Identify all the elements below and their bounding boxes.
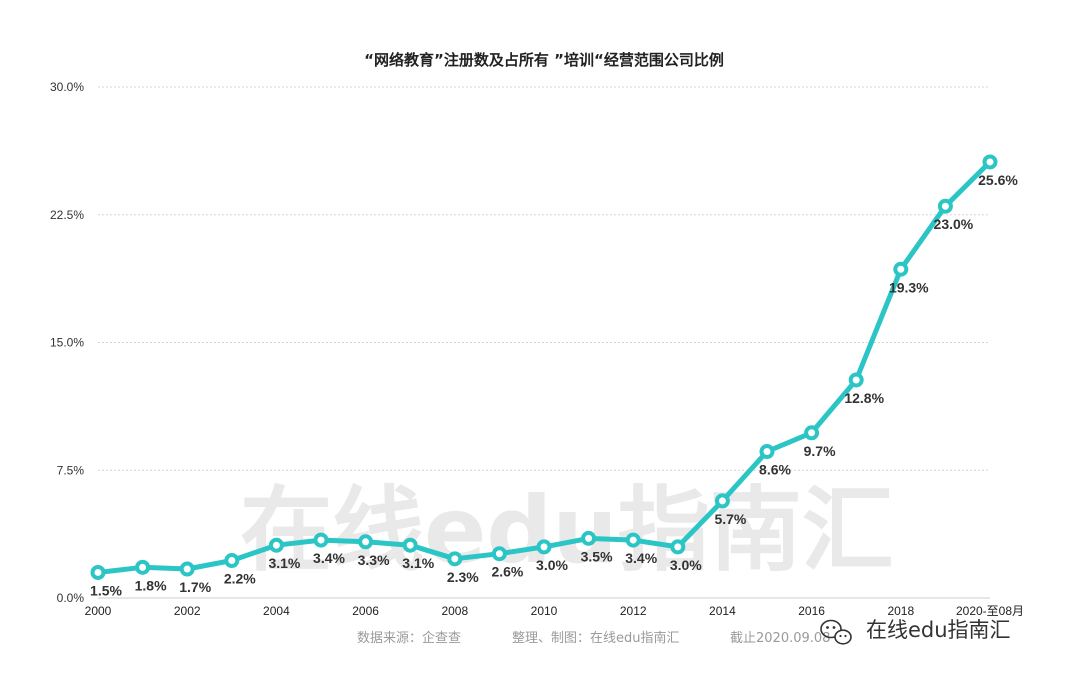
data-label: 12.8% <box>844 390 884 406</box>
chart-title: “网络教育”注册数及占所有 ”培训“经营范围公司比例 <box>364 51 724 69</box>
x-tick-label: 2020-至08月 <box>956 604 1024 618</box>
data-point <box>358 534 374 550</box>
data-label: 3.3% <box>358 552 390 568</box>
data-point <box>135 559 151 575</box>
y-tick-label: 7.5% <box>57 463 85 477</box>
data-label: 3.4% <box>625 550 657 566</box>
data-point <box>447 551 463 567</box>
credit-note: 整理、制图：在线edu指南汇 <box>512 630 680 646</box>
x-tick-label: 2002 <box>174 604 201 618</box>
data-label: 23.0% <box>934 216 974 232</box>
x-tick-label: 2018 <box>887 604 914 618</box>
data-label: 1.8% <box>135 577 167 593</box>
x-tick-label: 2016 <box>798 604 825 618</box>
x-tick-label: 2012 <box>620 604 647 618</box>
data-label: 1.7% <box>179 579 211 595</box>
x-tick-label: 2014 <box>709 604 736 618</box>
data-point <box>313 532 329 548</box>
data-label: 9.7% <box>804 443 836 459</box>
data-point <box>759 444 775 460</box>
y-axis: 0.0% 7.5% 15.0% 22.5% 30.0% <box>50 80 84 605</box>
data-point <box>268 537 284 553</box>
data-label: 19.3% <box>889 279 929 295</box>
data-label: 3.1% <box>402 555 434 571</box>
data-points <box>90 154 998 580</box>
watermark: 在线edu指南汇 <box>240 477 894 584</box>
x-axis: 2000 2002 2004 2006 2008 2010 2012 2014 2016 2018… <box>85 604 1024 618</box>
data-label: 5.7% <box>714 511 746 527</box>
x-tick-label: 2006 <box>352 604 379 618</box>
x-tick-label: 2010 <box>531 604 558 618</box>
data-point <box>224 553 240 569</box>
data-point <box>90 564 106 580</box>
data-point <box>625 532 641 548</box>
wechat-label: 在线edu指南汇 <box>866 618 1011 642</box>
y-tick-label: 30.0% <box>50 80 84 94</box>
data-point <box>804 425 820 441</box>
x-tick-label: 2000 <box>85 604 112 618</box>
source-note: 数据来源：企查查 <box>357 630 461 646</box>
data-label: 3.0% <box>536 557 568 573</box>
data-label: 1.5% <box>90 582 122 598</box>
data-point <box>536 539 552 555</box>
data-point <box>581 530 597 546</box>
x-tick-label: 2004 <box>263 604 290 618</box>
data-point <box>937 198 953 214</box>
y-tick-label: 0.0% <box>57 591 85 605</box>
data-point <box>848 372 864 388</box>
x-tick-label: 2008 <box>441 604 468 618</box>
data-point <box>893 261 909 277</box>
cutoff-note: 截止2020.09.08 <box>730 631 830 646</box>
y-tick-label: 22.5% <box>50 208 84 222</box>
data-label: 3.0% <box>670 557 702 573</box>
data-point <box>982 154 998 170</box>
data-point <box>714 493 730 509</box>
data-labels: 1.5% 1.8% 1.7% 2.2% 3.1% 3.4% 3.3% 3.1% 2.3% 2.6%… <box>90 172 1018 599</box>
data-label: 3.1% <box>268 555 300 571</box>
grid-lines <box>98 86 990 599</box>
data-label: 8.6% <box>759 462 791 478</box>
wechat-badge: 在线edu指南汇 <box>820 618 1011 645</box>
data-label: 2.2% <box>224 571 256 587</box>
data-label: 3.5% <box>581 548 613 564</box>
data-label: 2.6% <box>491 564 523 580</box>
data-label: 25.6% <box>978 172 1018 188</box>
data-point <box>402 537 418 553</box>
data-point <box>670 539 686 555</box>
data-label: 3.4% <box>313 550 345 566</box>
y-tick-label: 15.0% <box>50 336 84 350</box>
data-point <box>491 546 507 562</box>
data-label: 2.3% <box>447 569 479 585</box>
wechat-icon <box>820 619 852 645</box>
data-point <box>179 561 195 577</box>
footer: 数据来源：企查查 整理、制图：在线edu指南汇 截止2020.09.08 <box>357 630 830 646</box>
